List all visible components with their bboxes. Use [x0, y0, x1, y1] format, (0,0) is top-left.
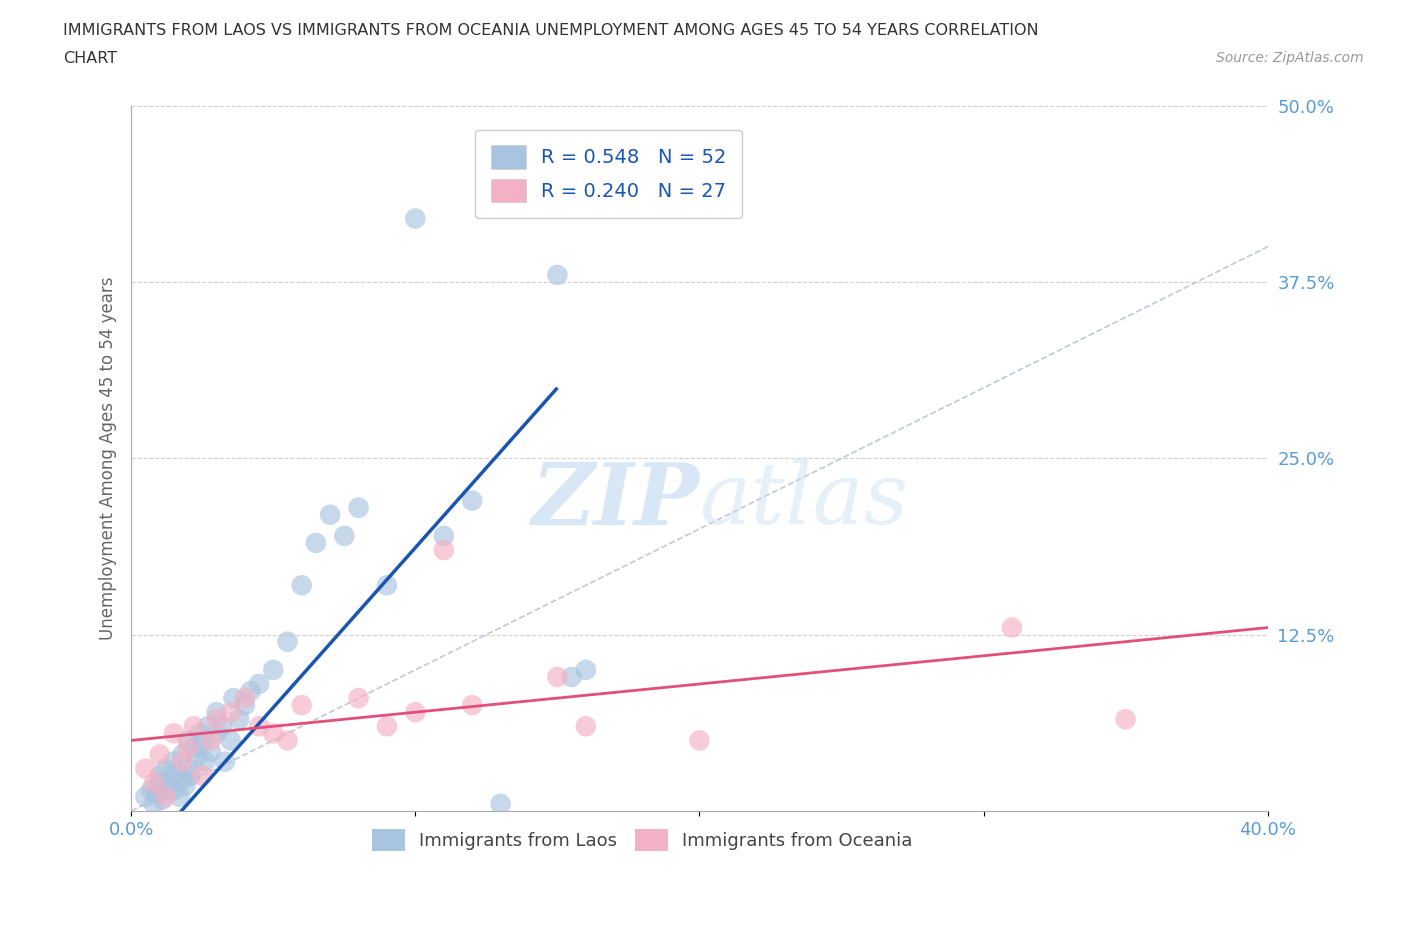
Text: ZIP: ZIP [531, 458, 699, 542]
Point [155, 790, 177, 804]
Text: Source: ZipAtlas.com: Source: ZipAtlas.com [1216, 51, 1364, 65]
Point [461, 493, 484, 508]
Point [561, 670, 583, 684]
Point [149, 747, 172, 762]
Point [191, 768, 214, 783]
Text: CHART: CHART [63, 51, 117, 66]
Point [247, 676, 270, 691]
Y-axis label: Unemployment Among Ages 45 to 54 years: Unemployment Among Ages 45 to 54 years [100, 276, 117, 640]
Point [433, 542, 456, 557]
Text: IMMIGRANTS FROM LAOS VS IMMIGRANTS FROM OCEANIA UNEMPLOYMENT AMONG AGES 45 TO 54: IMMIGRANTS FROM LAOS VS IMMIGRANTS FROM … [63, 23, 1039, 38]
Point [205, 705, 228, 720]
Point [375, 719, 398, 734]
Point [375, 578, 398, 592]
Point [404, 705, 426, 720]
Point [575, 662, 598, 677]
Point [155, 761, 177, 776]
Point [183, 719, 205, 734]
Point [333, 528, 356, 543]
Point [219, 705, 242, 720]
Point [139, 782, 162, 797]
Point [222, 691, 245, 706]
Point [200, 733, 222, 748]
Point [177, 733, 200, 748]
Point [461, 698, 484, 712]
Point [433, 528, 456, 543]
Point [177, 761, 200, 776]
Point [194, 754, 217, 769]
Point [1115, 711, 1137, 726]
Point [149, 768, 172, 783]
Point [177, 740, 200, 755]
Point [276, 634, 298, 649]
Point [305, 536, 328, 551]
Point [163, 754, 186, 769]
Point [233, 691, 256, 706]
Point [183, 740, 205, 755]
Point [172, 747, 194, 762]
Point [197, 719, 219, 734]
Point [205, 711, 228, 726]
Point [247, 719, 270, 734]
Point [174, 778, 197, 793]
Point [169, 790, 191, 804]
Text: atlas: atlas [699, 459, 908, 542]
Point [347, 500, 370, 515]
Point [205, 726, 228, 741]
Point [134, 761, 156, 776]
Point [688, 733, 710, 748]
Point [146, 787, 169, 802]
Point [152, 792, 174, 807]
Point [1001, 620, 1024, 635]
Point [200, 744, 222, 759]
Point [239, 684, 262, 698]
Point [186, 750, 208, 764]
Point [143, 796, 166, 811]
Point [291, 698, 314, 712]
Point [191, 736, 214, 751]
Point [276, 733, 298, 748]
Point [319, 507, 342, 522]
Point [149, 776, 172, 790]
Point [211, 719, 233, 734]
Point [166, 764, 188, 779]
Point [188, 726, 211, 741]
Point [172, 754, 194, 769]
Point [233, 698, 256, 712]
Point [262, 726, 284, 741]
Point [546, 670, 568, 684]
Point [575, 719, 598, 734]
Point [172, 773, 194, 788]
Point [160, 773, 183, 788]
Point [163, 782, 186, 797]
Point [134, 790, 156, 804]
Legend: Immigrants from Laos, Immigrants from Oceania: Immigrants from Laos, Immigrants from Oc… [366, 822, 920, 858]
Point [262, 662, 284, 677]
Point [546, 268, 568, 283]
Point [228, 711, 250, 726]
Point [347, 691, 370, 706]
Point [163, 726, 186, 741]
Point [157, 778, 180, 793]
Point [291, 578, 314, 592]
Point [404, 211, 426, 226]
Point [143, 776, 166, 790]
Point [214, 754, 236, 769]
Point [219, 733, 242, 748]
Point [489, 796, 512, 811]
Point [180, 768, 202, 783]
